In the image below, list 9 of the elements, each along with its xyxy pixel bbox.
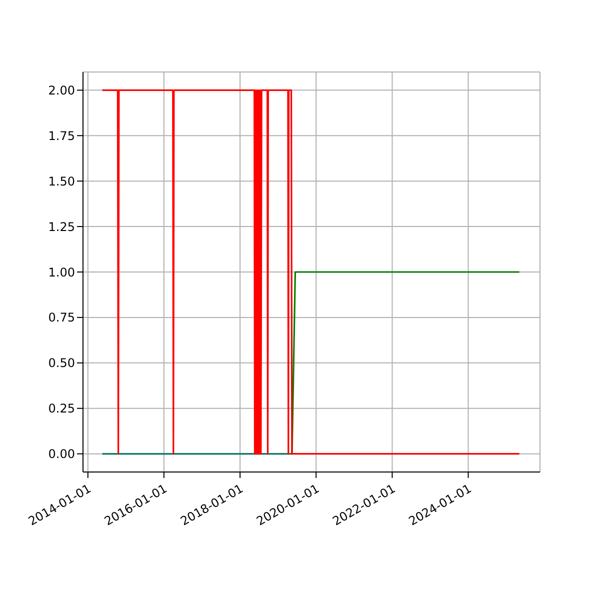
y-tick-label: 1.50 xyxy=(48,174,75,188)
y-tick-label: 0.25 xyxy=(48,402,75,416)
y-tick-label: 0.50 xyxy=(48,356,75,370)
y-tick-label: 1.00 xyxy=(48,265,75,280)
y-tick-label: 0.00 xyxy=(48,447,75,462)
y-tick-label: 1.25 xyxy=(48,220,75,234)
y-tick-label: 1.75 xyxy=(48,128,75,143)
y-tick-label: 2.00 xyxy=(48,83,75,98)
y-tick-label: 0.75 xyxy=(48,310,75,325)
